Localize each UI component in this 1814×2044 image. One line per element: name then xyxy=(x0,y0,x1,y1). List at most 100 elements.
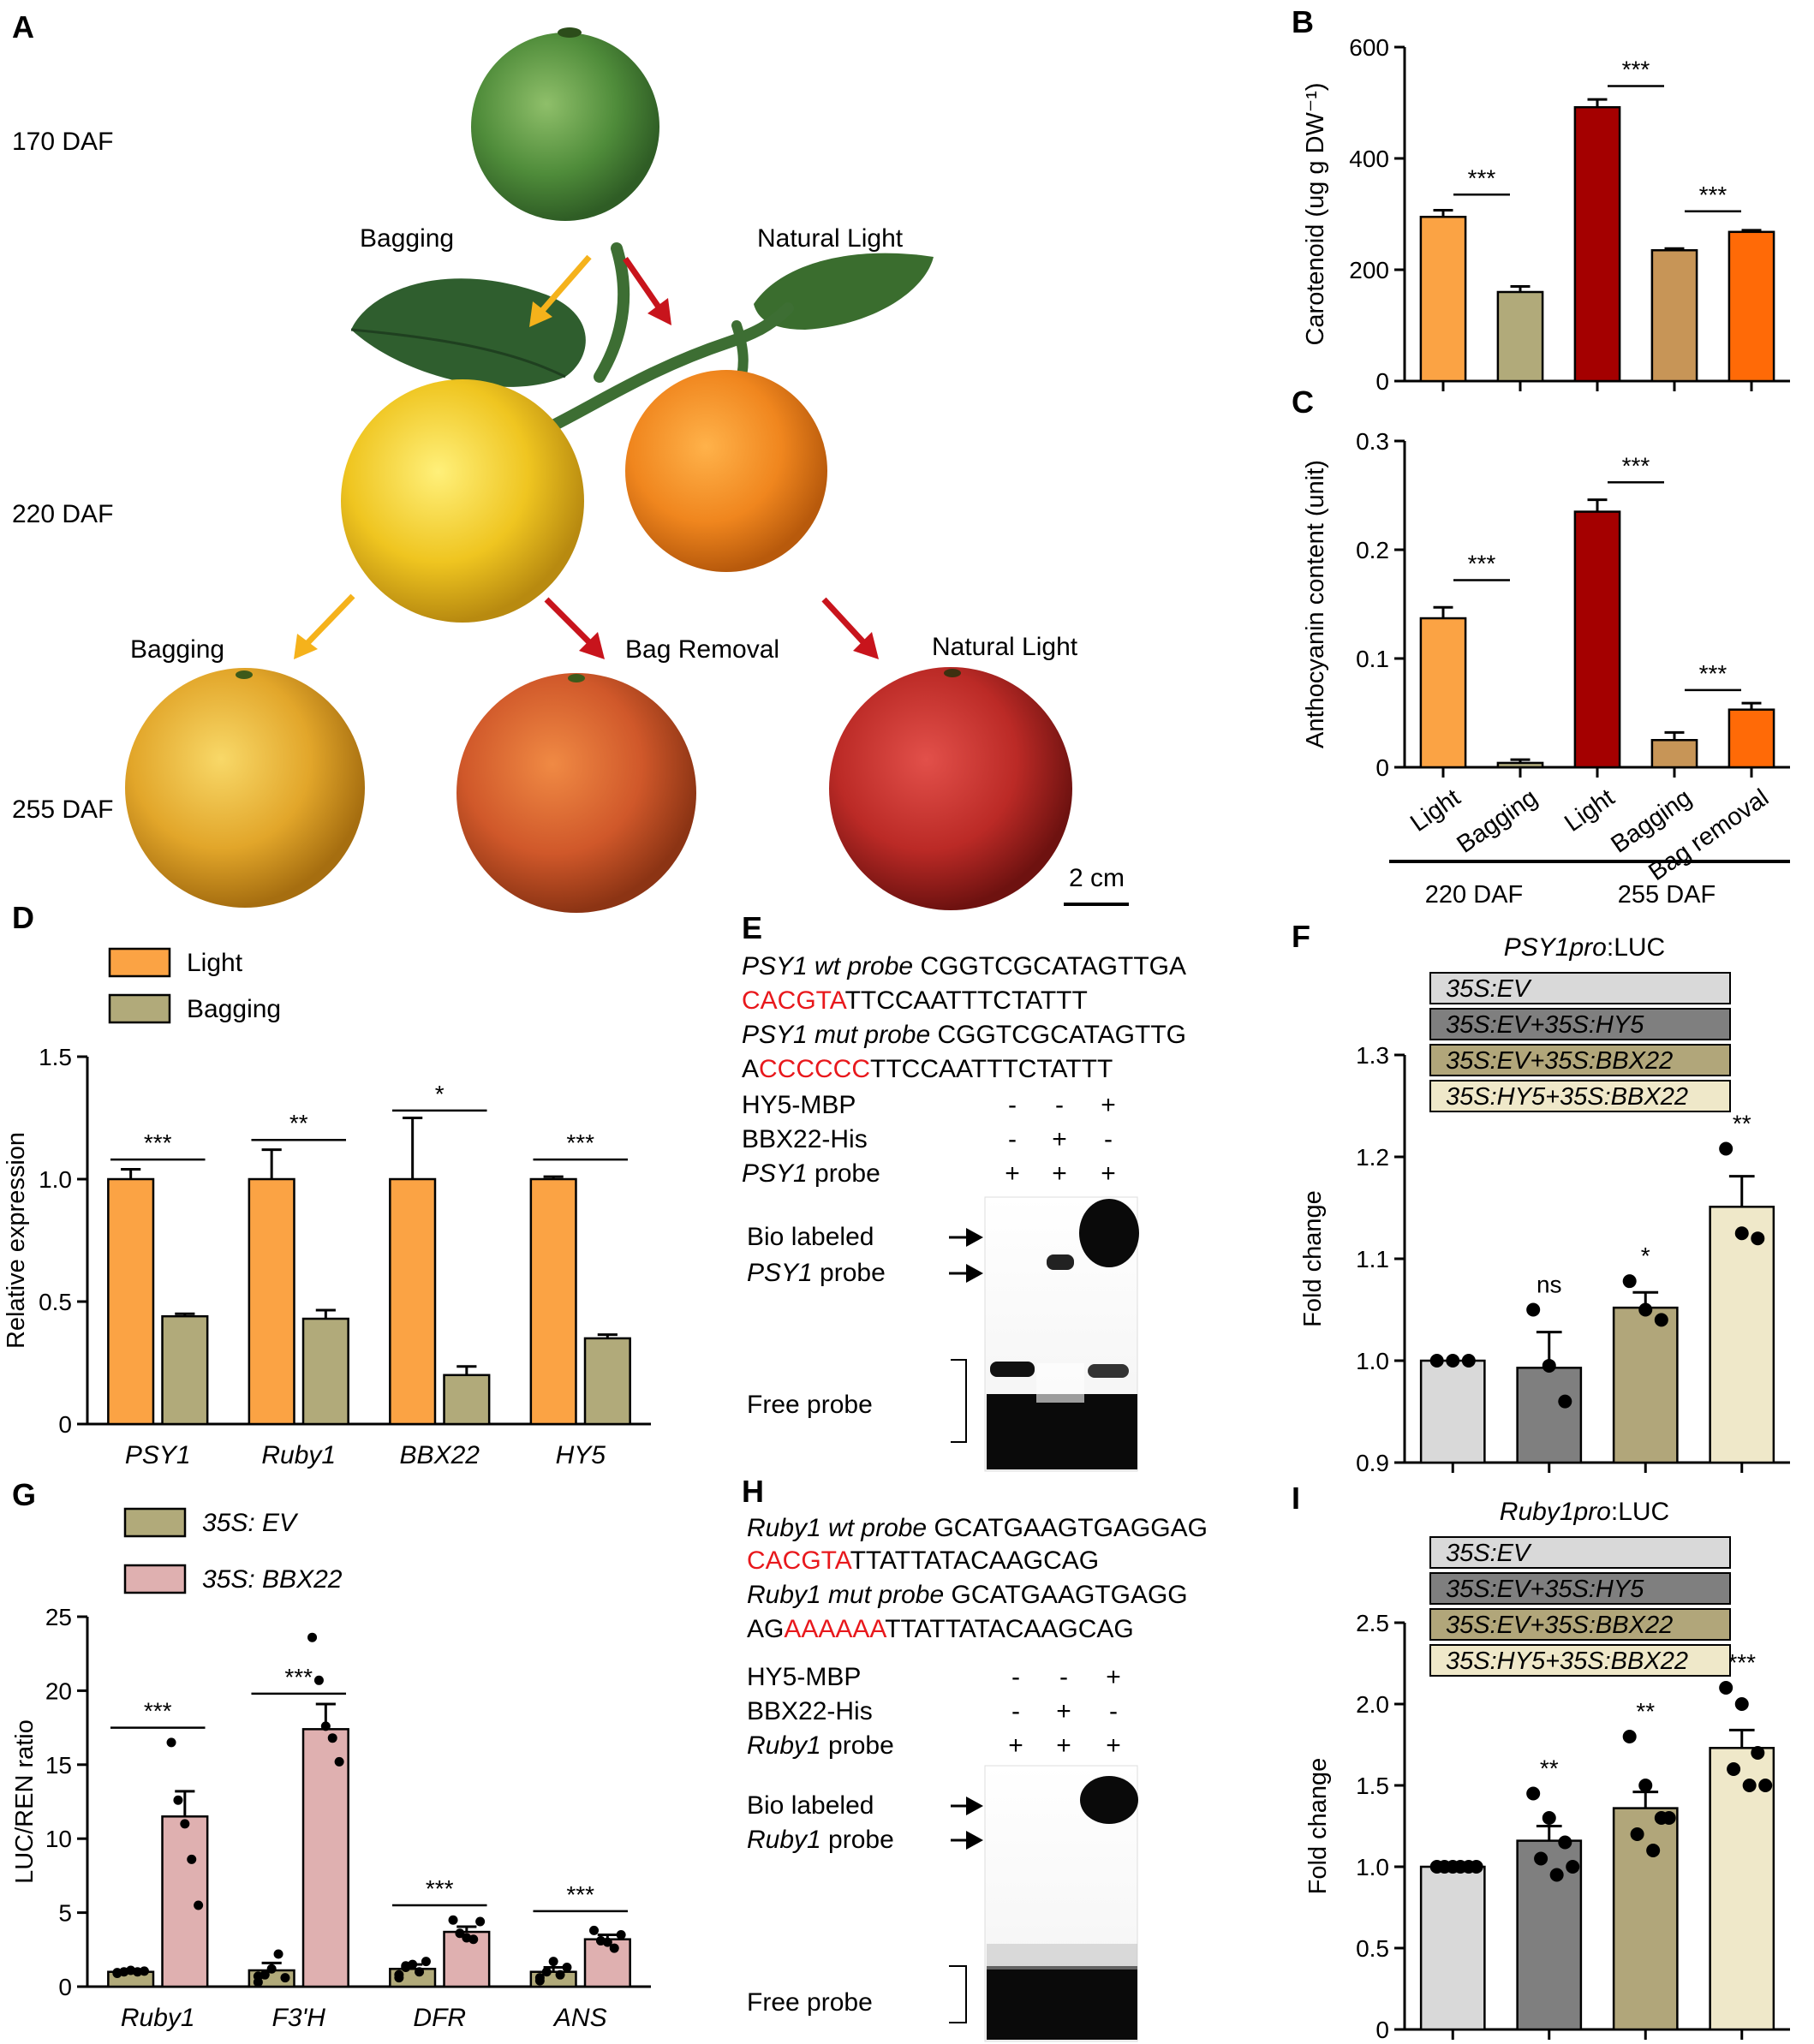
mark: + xyxy=(1052,1125,1067,1153)
legend-title: Ruby1pro:LUC xyxy=(1500,1498,1669,1526)
data-point xyxy=(194,1900,204,1910)
fruit-255-daf-bag-removal xyxy=(456,673,696,913)
bar xyxy=(1612,1807,1679,2031)
legend-swatch xyxy=(1429,972,1731,1004)
panel-f-letter: F xyxy=(1292,919,1310,954)
significance-label: * xyxy=(1641,1242,1650,1269)
shifted-band-hy5 xyxy=(1079,1199,1139,1267)
group-label: 220 DAF xyxy=(1425,881,1523,909)
legend-label: 35S:HY5+35S:BBX22 xyxy=(1446,1083,1688,1111)
mark: - xyxy=(1059,1663,1068,1691)
scale-bar-label: 2 cm xyxy=(1069,864,1125,892)
y-tick-label: 0 xyxy=(1375,754,1389,781)
x-tick-label: HY5 xyxy=(556,1441,606,1469)
significance-label: ** xyxy=(1636,1698,1655,1725)
free-band-smear xyxy=(987,1944,1137,1970)
data-point xyxy=(1751,1746,1765,1760)
data-point xyxy=(1646,1844,1661,1857)
significance-label: *** xyxy=(426,1875,454,1902)
emsa-blot-h xyxy=(984,1765,1138,2042)
significance-label: *** xyxy=(1622,452,1650,479)
x-tick-label: ANS xyxy=(552,2004,607,2032)
y-axis-label: Fold change xyxy=(1304,1758,1332,1895)
legend-label: 35S:EV xyxy=(1446,1540,1532,1567)
data-point xyxy=(166,1737,176,1748)
mark: + xyxy=(1052,1159,1067,1188)
data-point xyxy=(394,1973,404,1983)
y-tick-label: 400 xyxy=(1349,146,1389,172)
bar xyxy=(1650,249,1698,383)
fruit-220-daf-bagging xyxy=(341,379,584,623)
y-tick-label: 20 xyxy=(45,1678,72,1704)
data-point xyxy=(1542,1811,1556,1825)
legend-label: Bagging xyxy=(187,995,281,1023)
y-tick-label: 1.2 xyxy=(1356,1144,1389,1171)
legend-title-reporter: :LUC xyxy=(1607,933,1665,962)
mark: - xyxy=(1109,1697,1118,1725)
mark: - xyxy=(1104,1125,1113,1153)
panel-g-letter: G xyxy=(12,1477,36,1512)
label-natural-light-2: Natural Light xyxy=(932,633,1078,661)
data-point xyxy=(415,1967,425,1977)
mark: + xyxy=(1056,1731,1071,1760)
y-axis-label: Fold change xyxy=(1299,1190,1327,1327)
significance-label: ** xyxy=(289,1110,308,1136)
arrow-bio-labeled xyxy=(951,1797,983,1815)
data-point xyxy=(273,1949,283,1959)
stage-label-220: 220 DAF xyxy=(12,500,113,528)
y-tick-label: 10 xyxy=(45,1826,72,1852)
data-point xyxy=(534,1973,545,1983)
x-tick-label: Bagging xyxy=(1452,784,1542,859)
y-tick-label: 1.5 xyxy=(1356,1773,1389,1799)
mark: - xyxy=(1008,1125,1017,1153)
luc-ren-chart: 0 5 10 15 20 25 LUC/REN ratio Ruby1 F3'H DFR ANS **… xyxy=(11,1507,651,2032)
arrow-bio-probe xyxy=(949,1264,983,1283)
x-tick-label: PSY1 xyxy=(125,1441,191,1469)
data-point xyxy=(266,1964,277,1974)
data-point xyxy=(562,1963,572,1973)
emsa-e-rows: HY5-MBP BBX22-His PSY1 probe - - + - + -… xyxy=(742,1091,1116,1188)
psy1-wt-probe-line: PSY1 wt probe CGGTCGCATAGTTGA xyxy=(742,952,1186,980)
bar xyxy=(161,1314,209,1426)
panel-e-letter: E xyxy=(742,910,762,945)
bar xyxy=(1419,216,1467,383)
free-probe-bracket xyxy=(951,1359,967,1443)
significance-label: ** xyxy=(1733,1110,1751,1136)
legend-label: 35S:EV+35S:HY5 xyxy=(1446,1576,1644,1603)
data-point xyxy=(1558,1394,1572,1409)
group-label: 255 DAF xyxy=(1618,881,1716,909)
y-tick-label: 0.3 xyxy=(1356,428,1389,455)
bar xyxy=(1650,739,1698,769)
bar xyxy=(1419,617,1467,769)
data-point xyxy=(401,1961,411,1971)
data-point xyxy=(616,1930,626,1940)
legend-swatch xyxy=(123,1507,187,1538)
arrow-bag-removal xyxy=(544,597,605,659)
free-band-upper xyxy=(1088,1364,1129,1378)
arrow-bio-probe xyxy=(951,1831,983,1850)
bio-labeled-probe-label: Ruby1 probe xyxy=(747,1826,894,1854)
fruit-255-daf-natural-light xyxy=(829,667,1072,910)
treatment-arrows xyxy=(294,254,879,659)
data-point xyxy=(1638,1779,1653,1792)
significance-label: *** xyxy=(1468,164,1496,191)
panel-e: E PSY1 wt probe CGGTCGCATAGTTGA CACGTATT… xyxy=(742,910,1186,1472)
bio-labeled-label: Bio labeled xyxy=(747,1791,874,1820)
free-probe-label: Free probe xyxy=(747,1988,873,2017)
arrow-bagging-1 xyxy=(529,254,592,327)
y-tick-label: 0.2 xyxy=(1356,537,1389,563)
y-tick-label: 1.5 xyxy=(39,1044,72,1070)
data-point xyxy=(421,1957,431,1967)
legend-swatch xyxy=(1429,1008,1731,1040)
y-tick-label: 200 xyxy=(1349,257,1389,283)
free-probe-bracket xyxy=(949,1965,967,2023)
ruby1-wt-motif: CACGTA xyxy=(747,1546,852,1575)
y-tick-label: 0.5 xyxy=(1356,1935,1389,1962)
psy1-mut-probe-seq: ACCCCCCTTCCAATTTCTATTT xyxy=(742,1055,1113,1083)
data-point xyxy=(253,1971,263,1981)
data-point xyxy=(1662,1811,1676,1825)
mark: - xyxy=(1008,1091,1017,1119)
free-band-gap xyxy=(1036,1363,1084,1403)
y-tick-label: 2.5 xyxy=(1356,1610,1389,1636)
